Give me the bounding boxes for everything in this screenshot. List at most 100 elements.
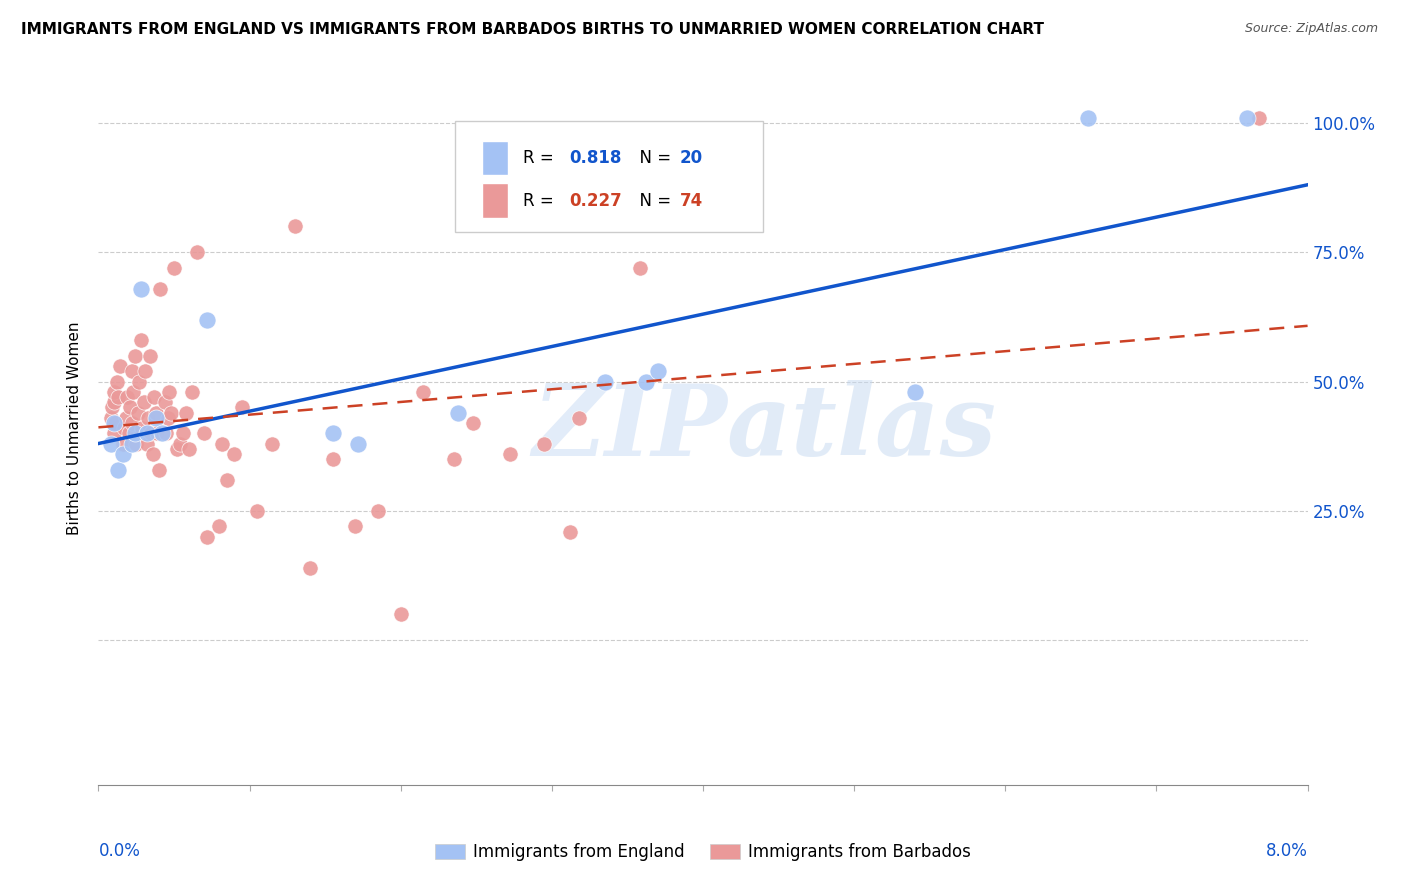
Point (134, 364, 156, 378)
Y-axis label: Births to Unmarried Women: Births to Unmarried Women (67, 321, 83, 535)
Point (111, 447, 134, 461)
Text: R =: R = (523, 149, 558, 167)
Point (107, 462, 129, 476)
Point (100, 410, 122, 425)
Text: IMMIGRANTS FROM ENGLAND VS IMMIGRANTS FROM BARBADOS BIRTHS TO UNMARRIED WOMEN CO: IMMIGRANTS FROM ENGLAND VS IMMIGRANTS FR… (21, 22, 1045, 37)
Point (150, 426, 173, 441)
Point (103, 416, 125, 430)
Bar (482, 141, 509, 175)
Point (174, 406, 197, 420)
Point (121, 436, 143, 450)
Point (1236, 111, 1258, 125)
Point (132, 395, 155, 409)
Point (159, 384, 181, 399)
Point (145, 406, 167, 420)
Point (246, 504, 269, 518)
Point (111, 436, 134, 450)
Point (103, 395, 125, 409)
Point (103, 426, 125, 441)
Point (186, 245, 208, 260)
Point (127, 406, 149, 420)
Point (121, 364, 143, 378)
Point (463, 416, 485, 430)
Point (1249, 111, 1271, 125)
Point (647, 364, 669, 378)
Point (443, 452, 465, 467)
Point (208, 519, 231, 533)
Point (120, 401, 142, 415)
Point (149, 281, 172, 295)
Point (169, 436, 191, 450)
Point (121, 416, 143, 430)
Point (129, 333, 152, 347)
Point (1077, 111, 1099, 125)
Point (628, 260, 651, 275)
Point (367, 504, 389, 518)
Point (103, 384, 125, 399)
Point (100, 436, 122, 450)
Bar (482, 184, 509, 218)
Point (125, 436, 148, 450)
Point (104, 416, 127, 430)
Point (447, 406, 470, 420)
Point (114, 410, 136, 425)
Point (634, 375, 657, 389)
Point (195, 312, 218, 326)
Point (128, 375, 150, 389)
Point (211, 436, 233, 450)
Point (568, 410, 591, 425)
Point (139, 349, 162, 363)
Point (389, 607, 412, 622)
Point (143, 390, 166, 404)
Text: Source: ZipAtlas.com: Source: ZipAtlas.com (1244, 22, 1378, 36)
Point (215, 473, 238, 487)
Point (131, 421, 153, 435)
Point (593, 375, 616, 389)
Point (115, 390, 138, 404)
Legend: Immigrants from England, Immigrants from Barbados: Immigrants from England, Immigrants from… (426, 835, 980, 870)
Point (299, 561, 322, 575)
Point (344, 519, 367, 533)
FancyBboxPatch shape (456, 121, 763, 232)
Point (498, 447, 520, 461)
Point (322, 452, 344, 467)
Point (148, 462, 170, 476)
Point (181, 384, 204, 399)
Point (108, 359, 131, 373)
Point (558, 524, 581, 539)
Point (166, 442, 188, 456)
Point (129, 281, 152, 295)
Point (156, 410, 179, 425)
Point (224, 447, 246, 461)
Point (146, 426, 169, 441)
Point (172, 426, 194, 441)
Text: 0.0%: 0.0% (98, 842, 141, 860)
Point (347, 436, 370, 450)
Point (322, 426, 344, 441)
Point (118, 426, 141, 441)
Point (141, 426, 163, 441)
Point (136, 410, 159, 425)
Point (124, 349, 146, 363)
Point (135, 426, 157, 441)
Text: R =: R = (523, 192, 558, 210)
Point (904, 384, 927, 399)
Point (231, 401, 253, 415)
Point (533, 436, 555, 450)
Point (193, 426, 215, 441)
Point (179, 442, 201, 456)
Point (284, 219, 307, 234)
Point (135, 436, 157, 450)
Text: ZIP: ZIP (533, 380, 727, 476)
Point (142, 447, 165, 461)
Point (124, 426, 146, 441)
Text: 74: 74 (681, 192, 703, 210)
Point (153, 395, 176, 409)
Text: N =: N = (630, 149, 676, 167)
Text: N =: N = (630, 192, 676, 210)
Point (145, 410, 167, 425)
Point (122, 384, 145, 399)
Text: 20: 20 (681, 149, 703, 167)
Point (195, 530, 218, 544)
Text: 0.818: 0.818 (569, 149, 621, 167)
